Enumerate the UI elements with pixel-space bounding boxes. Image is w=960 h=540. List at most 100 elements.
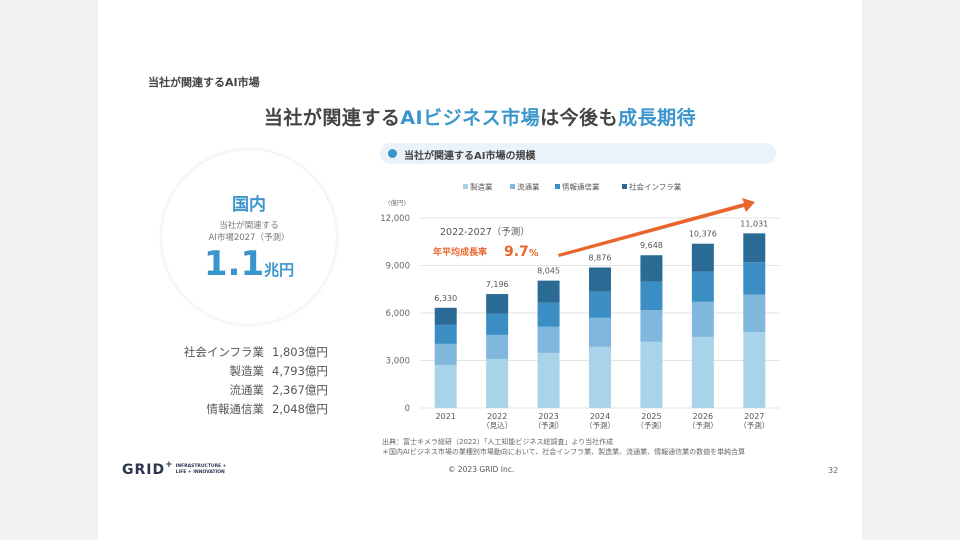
bar-segment-製造業 <box>486 358 509 408</box>
bar-segment-製造業 <box>691 336 714 408</box>
y-tick-label: 6,000 <box>386 309 410 319</box>
bar-segment-情報通信業 <box>589 291 611 318</box>
bar-segment-情報通信業 <box>434 324 457 344</box>
total-label: 9,648 <box>640 241 663 250</box>
breakdown-value: 1,803億円 <box>272 345 328 359</box>
growth-arrow-icon <box>558 198 755 257</box>
chart-header: 当社が関連するAI市場の規模 <box>380 143 776 164</box>
annotation-period: 2022-2027（予測） <box>440 226 530 238</box>
x-tick-label: 2024 <box>590 412 610 421</box>
y-tick-label: 9,000 <box>386 262 410 272</box>
total-label: 11,031 <box>740 219 768 228</box>
summary-value-number: 1.1 <box>203 244 265 284</box>
y-axis-label: (億円) <box>388 198 406 207</box>
legend-swatch <box>555 184 560 189</box>
copyright: © 2023 GRID Inc. <box>448 465 515 474</box>
bar-segment-社会インフラ業 <box>537 280 560 303</box>
bar-segment-社会インフラ業 <box>743 233 766 263</box>
x-tick-sublabel: （予測） <box>636 420 666 430</box>
bar-segment-情報通信業 <box>486 313 509 335</box>
bar-segment-社会インフラ業 <box>640 255 663 282</box>
logo-plus: + <box>165 460 173 470</box>
bar-segment-流通業 <box>434 343 457 365</box>
total-label: 7,196 <box>486 280 509 289</box>
logo-wordmark: GRID <box>122 462 166 478</box>
annotation-cagr-unit: % <box>529 248 539 259</box>
legend-swatch <box>510 184 515 189</box>
x-tick-sublabel: （見込） <box>482 421 512 430</box>
summary-circle: 国内 当社が関連する AI市場2027（予測） 1.1兆円 <box>162 150 336 324</box>
bar-segment-社会インフラ業 <box>486 294 509 314</box>
breakdown-row: 製造業 4,793億円 <box>160 362 356 381</box>
breakdown-label: 流通業 <box>229 383 265 397</box>
bar-segment-製造業 <box>537 352 560 408</box>
x-tick-sublabel: （予測） <box>688 420 718 430</box>
bar-segment-社会インフラ業 <box>691 243 714 272</box>
breakdown-value: 2,048億円 <box>272 402 328 416</box>
bar-segment-流通業 <box>486 334 509 359</box>
source-note: 出典：富士キメラ総研（2022）「人工知能ビジネス総調査」より当社作成 ＊国内A… <box>382 437 745 457</box>
breakdown-value: 2,367億円 <box>272 383 328 397</box>
y-tick-label: 3,000 <box>386 357 410 367</box>
logo-tagline-line2: LIFE + INNOVATION <box>175 470 225 475</box>
bar-segment-製造業 <box>434 364 457 408</box>
bullet-dot-icon <box>388 149 397 158</box>
x-tick-sublabel: （予測） <box>585 420 615 430</box>
bar-segment-流通業 <box>640 310 663 342</box>
logo-tagline: INFRASTRUCTURE + LIFE + INNOVATION <box>176 464 227 476</box>
x-tick-label: 2025 <box>641 412 661 421</box>
bar-segment-製造業 <box>589 346 611 408</box>
summary-subtitle-line2: AI市場2027（予測） <box>208 233 290 243</box>
breakdown-row: 情報通信業 2,048億円 <box>160 400 356 419</box>
x-tick-sublabel: （予測） <box>534 420 564 430</box>
bar-segment-流通業 <box>743 294 766 333</box>
headline-accent2: 成長期待 <box>618 107 697 129</box>
x-tick-label: 2021 <box>436 412 456 421</box>
total-label: 6,330 <box>434 294 457 303</box>
page-number: 32 <box>828 466 839 475</box>
summary-subtitle: 当社が関連する AI市場2027（予測） <box>162 220 336 244</box>
bar-segment-流通業 <box>691 301 714 337</box>
annotation-cagr-label: 年平均成長率 <box>433 246 487 258</box>
bar-segment-情報通信業 <box>743 262 766 295</box>
stacked-bar-chart: 0 3,000 6,000 9,000 12,000 (億円) 製造業 流通業 情報通信業 社会イ… <box>380 182 780 430</box>
bar-segment-情報通信業 <box>537 302 560 327</box>
summary-title: 国内 <box>232 195 266 215</box>
bar-segment-情報通信業 <box>640 281 663 311</box>
legend-label: 情報通信業 <box>562 182 600 192</box>
headline-part2: は今後も <box>540 107 619 129</box>
annotation-cagr-value: 9.7 <box>504 244 529 260</box>
chart-header-title: 当社が関連するAI市場の規模 <box>404 151 536 162</box>
legend-label: 社会インフラ業 <box>629 182 682 192</box>
legend-swatch <box>622 184 627 189</box>
bar-segment-流通業 <box>589 317 611 347</box>
x-tick-label: 2022 <box>487 412 507 421</box>
summary-value-unit: 兆円 <box>264 261 295 279</box>
total-label: 10,376 <box>689 230 717 239</box>
y-tick-label: 0 <box>405 404 410 414</box>
x-tick-label: 2027 <box>744 412 764 421</box>
headline-part1: 当社が関連する <box>263 107 401 129</box>
x-tick-label: 2026 <box>693 412 713 421</box>
total-label: 8,876 <box>589 253 612 262</box>
bar-segment-社会インフラ業 <box>434 307 457 325</box>
x-tick-label: 2023 <box>538 412 558 421</box>
total-label: 8,045 <box>537 267 560 276</box>
y-tick-label: 12,000 <box>380 214 410 224</box>
breakdown-row: 流通業 2,367億円 <box>160 381 356 400</box>
bar-segment-製造業 <box>743 332 766 408</box>
breakdown-label: 情報通信業 <box>206 402 265 416</box>
breakdown-label: 社会インフラ業 <box>183 345 264 359</box>
section-label: 当社が関連するAI市場 <box>148 76 260 89</box>
headline-accent1: AIビジネス市場 <box>400 107 541 129</box>
legend-swatch <box>463 184 468 189</box>
breakdown-label: 製造業 <box>229 364 265 378</box>
source-line2: ＊国内AIビジネス市場の業種別市場動向において、社会インフラ業、製造業、流通業、… <box>382 448 746 456</box>
x-tick-sublabel: （予測） <box>739 420 769 430</box>
breakdown-row: 社会インフラ業 1,803億円 <box>160 343 356 362</box>
breakdown-value: 4,793億円 <box>272 364 328 378</box>
legend-label: 流通業 <box>517 182 540 192</box>
summary-value: 1.1兆円 <box>162 244 336 284</box>
breakdown-list: 社会インフラ業 1,803億円 製造業 4,793億円 流通業 2,367億円 … <box>160 343 356 419</box>
page-title: 当社が関連するAIビジネス市場は今後も成長期待 <box>0 103 960 130</box>
